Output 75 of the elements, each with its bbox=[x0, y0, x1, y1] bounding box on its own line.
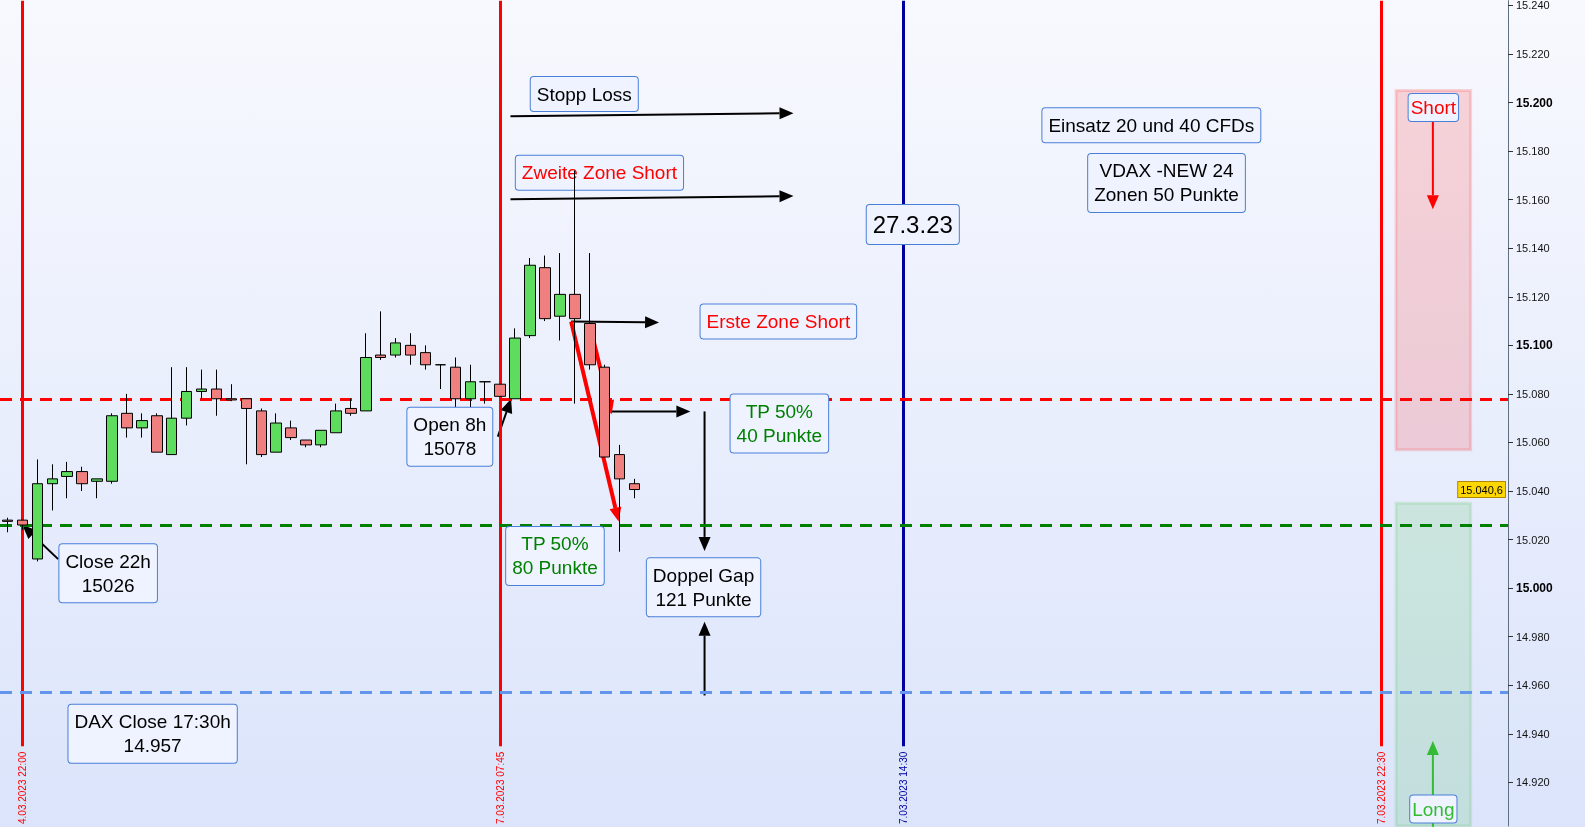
candlestick bbox=[554, 252, 566, 341]
band-label: Long bbox=[1412, 798, 1455, 820]
candlestick bbox=[629, 478, 640, 499]
candlestick bbox=[494, 383, 506, 397]
candlestick bbox=[151, 412, 163, 453]
x-tick-label: 4.03.2023 22:00 bbox=[16, 751, 28, 824]
annotation: TP 50% 80 Punkte bbox=[512, 533, 598, 579]
y-tick-label: 14.960 bbox=[1516, 679, 1550, 692]
band-label: Short bbox=[1410, 96, 1457, 118]
candlestick bbox=[330, 403, 342, 434]
candlestick bbox=[121, 393, 133, 439]
candlestick bbox=[76, 466, 88, 492]
candlestick bbox=[539, 255, 551, 322]
y-tick-label: 15.180 bbox=[1516, 145, 1550, 158]
y-tick-label: 15.080 bbox=[1516, 387, 1550, 400]
annotation: 27.3.23 bbox=[872, 210, 953, 238]
annotation: VDAX -NEW 24 Zonen 50 Punkte bbox=[1094, 160, 1239, 206]
candlestick bbox=[226, 383, 237, 402]
candlestick bbox=[181, 366, 192, 426]
candlestick bbox=[136, 412, 148, 439]
y-tick-label: 15.000 bbox=[1516, 581, 1554, 596]
y-tick-label: 15.060 bbox=[1516, 436, 1550, 449]
candlestick bbox=[360, 332, 372, 412]
candlestick bbox=[479, 381, 491, 405]
y-tick-label: 15.240 bbox=[1516, 0, 1550, 12]
candlestick bbox=[61, 461, 73, 499]
candlestick bbox=[196, 369, 207, 400]
y-tick-label: 15.020 bbox=[1516, 533, 1550, 546]
candlestick bbox=[285, 420, 297, 441]
y-tick-label: 15.120 bbox=[1516, 290, 1550, 303]
y-tick-label: 15.200 bbox=[1516, 95, 1554, 110]
candlestick bbox=[450, 356, 461, 409]
annotation: Stopp Loss bbox=[536, 83, 632, 105]
candlestick bbox=[106, 412, 118, 485]
x-tick-label: 7.03.2023 14:30 bbox=[897, 751, 909, 824]
y-tick-label: 14.920 bbox=[1516, 776, 1550, 789]
annotation: Doppel Gap 121 Punkte bbox=[652, 564, 755, 610]
candlestick bbox=[300, 439, 312, 448]
candlestick bbox=[241, 398, 252, 465]
annotation: DAX Close 17:30h 14.957 bbox=[74, 711, 231, 757]
y-tick-label: 15.100 bbox=[1516, 338, 1554, 353]
candlestick bbox=[405, 332, 416, 366]
candlestick bbox=[420, 344, 431, 371]
y-tick-label: 15.140 bbox=[1516, 242, 1550, 255]
candlestick bbox=[315, 429, 327, 448]
candlestick bbox=[256, 407, 267, 458]
annotation: Open 8h 15078 bbox=[413, 414, 487, 460]
candlestick bbox=[614, 444, 625, 553]
candlestick bbox=[599, 364, 610, 458]
annotation: 15.040,6 bbox=[1460, 483, 1503, 496]
candlestick bbox=[47, 463, 58, 511]
annotation: Zweite Zone Short bbox=[521, 162, 678, 184]
candlestick bbox=[509, 327, 521, 400]
annotation: Einsatz 20 und 40 CFDs bbox=[1048, 114, 1255, 136]
y-tick-label: 15.160 bbox=[1516, 193, 1550, 206]
candlestick bbox=[375, 310, 386, 361]
y-tick-label: 15.040 bbox=[1516, 485, 1550, 497]
y-tick-label: 14.940 bbox=[1516, 727, 1550, 740]
x-tick-label: 7.03.2023 07:45 bbox=[494, 751, 506, 824]
candlestick bbox=[211, 369, 222, 417]
annotation: TP 50% 40 Punkte bbox=[736, 401, 823, 447]
candlestick bbox=[2, 517, 13, 533]
annotation: Close 22h 15026 bbox=[65, 550, 151, 596]
candlestick bbox=[465, 364, 476, 409]
y-tick-label: 15.220 bbox=[1516, 48, 1550, 61]
candlestick bbox=[524, 257, 536, 339]
candlestick bbox=[270, 412, 282, 453]
candlestick bbox=[435, 364, 446, 390]
y-tick-label: 14.980 bbox=[1516, 630, 1550, 643]
candlestick bbox=[345, 398, 357, 417]
candlestick bbox=[91, 478, 103, 499]
candlestick bbox=[166, 366, 177, 456]
candlestick bbox=[390, 337, 401, 358]
annotation: Erste Zone Short bbox=[706, 310, 851, 332]
x-tick-label: 7.03.2023 22:30 bbox=[1375, 751, 1387, 824]
